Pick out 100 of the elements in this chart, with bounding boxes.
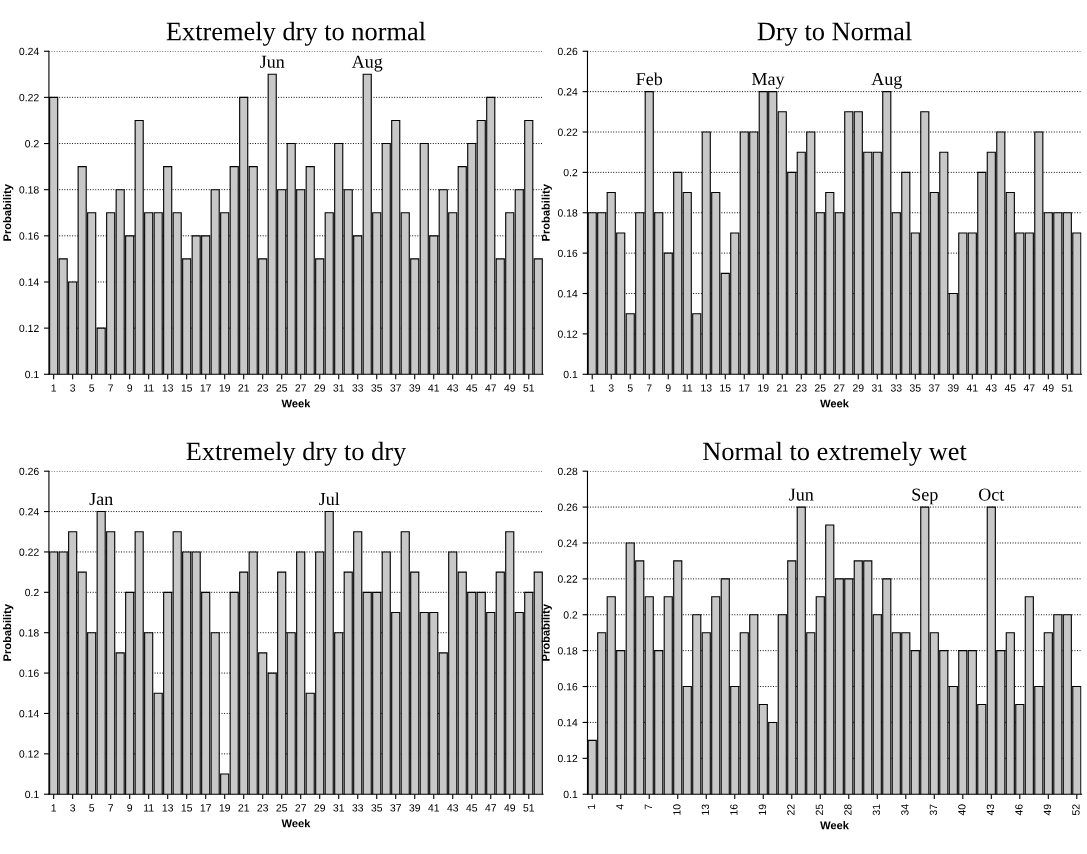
x-tick-label: 52 [1072, 804, 1080, 816]
x-tick-label: 33 [352, 384, 364, 392]
x-tick-label: 49 [1042, 384, 1054, 392]
x-tick-label: 31 [872, 804, 881, 816]
x-tick-label: 13 [162, 804, 174, 812]
x-tick-label: 51 [523, 804, 535, 812]
x-tick-label: 10 [673, 804, 681, 815]
annotation: Feb [636, 72, 663, 86]
x-tick-label: 13 [162, 384, 174, 392]
y-tick-label: 0.14 [19, 709, 39, 718]
y-tick-label: 0.16 [557, 249, 578, 258]
x-tick-label: 7 [646, 384, 652, 392]
x-tick-label: 29 [314, 384, 326, 392]
x-tick-label: 34 [901, 804, 909, 816]
y-tick-label: 0.26 [557, 503, 578, 511]
x-tick-label: 25 [815, 384, 826, 392]
x-tick-label: 46 [1015, 804, 1023, 816]
chart-title: Extremely dry to dry [186, 441, 407, 466]
x-tick-label: 7 [108, 384, 114, 392]
y-tick-label: 0.14 [557, 290, 578, 298]
x-tick-label: 41 [966, 384, 978, 392]
x-axis-title: Week [281, 399, 311, 408]
y-tick-label: 0.18 [557, 209, 578, 217]
x-tick-label: 40 [958, 804, 966, 816]
y-tick-label: 0.14 [557, 718, 578, 727]
x-tick-label: 43 [447, 384, 459, 392]
x-tick-label: 22 [787, 804, 795, 815]
x-tick-label: 11 [144, 804, 154, 812]
x-tick-label: 19 [219, 384, 230, 392]
x-tick-label: 27 [834, 384, 845, 392]
y-tick-label: 0.22 [557, 128, 578, 136]
y-tick-label: 0.1 [25, 790, 39, 799]
y-tick-label: 0.2 [25, 140, 39, 148]
x-tick-label: 37 [390, 804, 401, 812]
y-axis-title: Probability [541, 184, 552, 241]
y-tick-label: 0.12 [19, 324, 39, 332]
x-tick-label: 27 [295, 384, 306, 392]
x-tick-label: 4 [616, 804, 624, 810]
y-axis-title: Probability [3, 604, 14, 661]
y-tick-label: 0.16 [557, 683, 578, 691]
annotation: Jul [319, 492, 340, 506]
x-tick-label: 27 [295, 804, 306, 812]
x-tick-label: 9 [127, 384, 133, 392]
x-tick-label: 45 [466, 384, 478, 392]
x-tick-label: 37 [929, 804, 938, 816]
x-tick-label: 28 [844, 804, 852, 815]
x-tick-label: 39 [947, 384, 959, 392]
x-tick-label: 29 [314, 804, 326, 812]
y-tick-label: 0.2 [25, 588, 39, 597]
x-tick-label: 1 [51, 804, 57, 812]
y-tick-label: 0.1 [563, 790, 578, 799]
x-tick-label: 17 [739, 384, 750, 392]
x-tick-label: 37 [928, 384, 940, 392]
y-tick-label: 0.1 [25, 370, 39, 379]
x-tick-label: 15 [181, 384, 193, 392]
x-tick-label: 37 [390, 384, 401, 392]
y-tick-label: 0.12 [557, 754, 578, 763]
x-tick-label: 15 [720, 384, 731, 392]
x-tick-label: 11 [682, 384, 693, 392]
x-tick-label: 1 [587, 804, 595, 809]
annotation: Jun [789, 488, 814, 501]
x-tick-label: 49 [504, 804, 516, 812]
y-tick-label: 0.12 [19, 750, 39, 758]
chart-title: Normal to extremely wet [703, 441, 967, 466]
x-tick-label: 23 [257, 804, 269, 812]
x-tick-label: 49 [1043, 804, 1052, 816]
x-tick-label: 7 [108, 804, 114, 812]
x-tick-label: 23 [257, 384, 269, 392]
annotation: Aug [871, 73, 902, 89]
y-tick-label: 0.18 [19, 186, 39, 194]
x-tick-label: 33 [890, 384, 902, 392]
x-tick-label: 49 [504, 384, 516, 392]
x-tick-label: 3 [608, 384, 614, 392]
y-tick-label: 0.18 [557, 647, 578, 655]
x-tick-label: 21 [238, 384, 249, 392]
x-tick-label: 1 [590, 384, 595, 392]
y-tick-label: 0.26 [19, 467, 39, 476]
x-tick-label: 16 [730, 804, 738, 815]
x-tick-label: 47 [1023, 384, 1035, 392]
annotation: May [751, 73, 785, 89]
x-tick-label: 39 [409, 804, 421, 812]
x-tick-label: 51 [1061, 384, 1073, 392]
y-tick-label: 0.24 [557, 88, 578, 96]
annotation: Jun [260, 55, 285, 68]
x-tick-label: 23 [795, 384, 807, 392]
annotation: Oct [979, 488, 1005, 501]
y-tick-label: 0.24 [19, 47, 39, 56]
annotation: Jan [89, 493, 113, 506]
y-tick-label: 0.24 [557, 539, 578, 547]
x-tick-label: 13 [701, 384, 712, 392]
y-tick-label: 0.16 [19, 669, 39, 677]
x-tick-label: 31 [333, 384, 344, 392]
x-tick-label: 45 [1004, 384, 1016, 392]
x-tick-label: 17 [200, 804, 211, 812]
y-axis-title: Probability [3, 184, 14, 241]
x-tick-label: 19 [758, 384, 769, 392]
x-axis-title: Week [281, 819, 311, 828]
x-tick-label: 39 [409, 384, 421, 392]
x-tick-label: 11 [144, 384, 154, 392]
x-tick-label: 21 [776, 384, 788, 392]
